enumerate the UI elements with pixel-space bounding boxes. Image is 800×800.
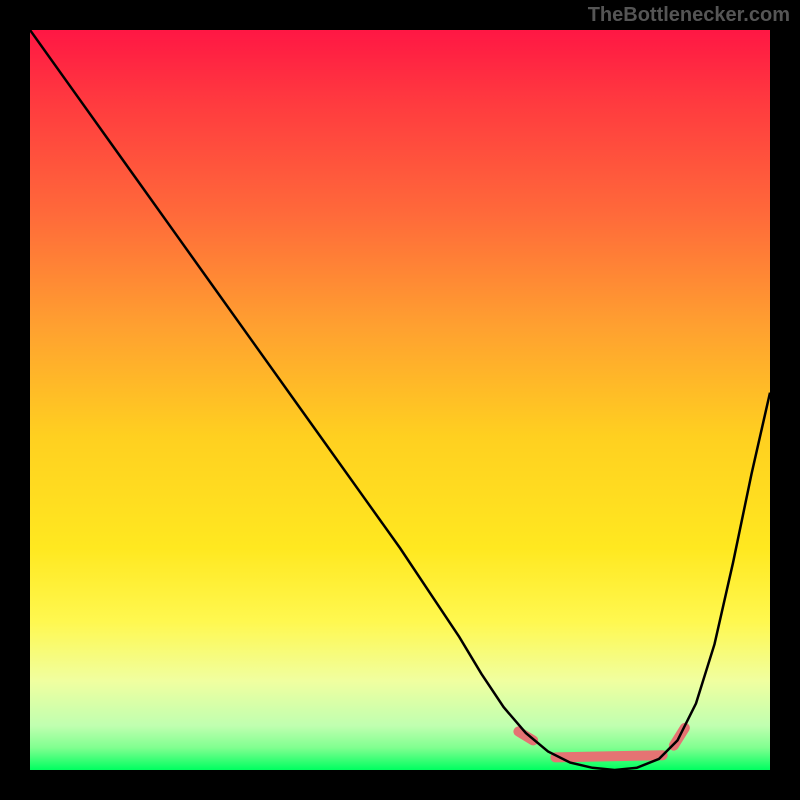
plot-area — [30, 30, 770, 770]
chart-container: TheBottlenecker.com — [0, 0, 800, 800]
watermark-text: TheBottlenecker.com — [588, 4, 790, 27]
optimal-range-marker — [555, 755, 662, 757]
bottleneck-curve — [30, 30, 770, 770]
curve-layer — [30, 30, 770, 770]
